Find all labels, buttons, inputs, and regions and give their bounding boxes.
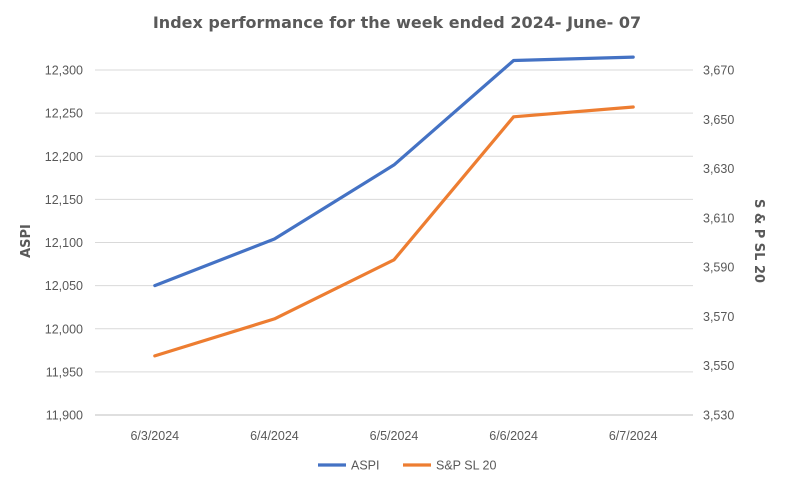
legend: ASPI S&P SL 20 <box>318 459 497 473</box>
x-tick-label: 6/5/2024 <box>370 429 419 443</box>
chart-title: Index performance for the week ended 202… <box>153 13 641 32</box>
right-tick-label: 3,590 <box>703 261 734 275</box>
series-line-aspi <box>153 55 635 288</box>
right-tick-label: 3,570 <box>703 310 734 324</box>
series-line-s-p-sl-20 <box>153 105 635 358</box>
x-tick-label: 6/3/2024 <box>130 429 179 443</box>
right-tick-label: 3,550 <box>703 359 734 373</box>
x-tick-label: 6/6/2024 <box>489 429 538 443</box>
left-tick-label: 11,900 <box>46 409 83 423</box>
x-tick-label: 6/4/2024 <box>250 429 299 443</box>
right-axis-label: S & P SL 20 <box>751 199 766 283</box>
left-tick-label: 12,100 <box>45 236 83 250</box>
right-tick-label: 3,530 <box>703 409 734 423</box>
legend-label: S&P SL 20 <box>436 459 497 473</box>
right-tick-label: 3,650 <box>703 113 734 127</box>
left-tick-label: 12,150 <box>45 193 83 207</box>
left-tick-label: 12,200 <box>45 150 83 164</box>
legend-label: ASPI <box>351 459 380 473</box>
right-axis-ticks: 3,530 3,550 3,570 3,590 3,610 3,630 3,650 3,670 <box>703 64 734 423</box>
left-tick-label: 12,300 <box>45 64 83 78</box>
right-tick-label: 3,630 <box>703 162 734 176</box>
x-tick-label: 6/7/2024 <box>609 429 658 443</box>
left-tick-label: 12,000 <box>45 322 83 336</box>
left-tick-label: 12,250 <box>45 107 83 121</box>
x-axis-ticks: 6/3/2024 6/4/2024 6/5/2024 6/6/2024 6/7/2024 <box>130 429 657 443</box>
left-axis-ticks: 11,900 11,950 12,000 12,050 12,100 12,150 12,2… <box>45 64 83 423</box>
right-tick-label: 3,610 <box>703 211 734 225</box>
series-lines <box>153 55 635 358</box>
right-tick-label: 3,670 <box>703 64 734 78</box>
left-tick-label: 12,050 <box>45 279 83 293</box>
gridlines <box>95 69 693 416</box>
left-axis-label: ASPI <box>19 224 34 258</box>
left-tick-label: 11,950 <box>46 365 83 379</box>
